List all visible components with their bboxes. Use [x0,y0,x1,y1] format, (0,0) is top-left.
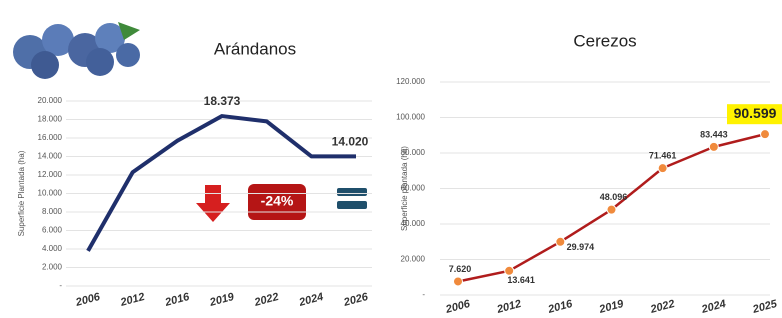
chart-title: Cerezos [573,31,636,50]
x-tick-label: 2022 [648,298,676,316]
y-tick-label: 2.000 [42,263,63,272]
value-label: 71.461 [649,151,677,161]
y-tick-label: 120.000 [396,77,425,86]
y-tick-label: - [59,281,62,290]
x-tick-label: 2006 [74,291,103,309]
page: -24% Arándanos Superficie Plantada (ha) - 2… [0,0,782,318]
x-tick-label: 2024 [699,298,727,316]
y-tick-label: 60.000 [401,184,426,193]
y-tick-label: 20.000 [38,96,63,105]
x-tick-label: 2012 [495,298,523,316]
x-tick-label: 2012 [118,291,146,309]
chart-title: Arándanos [214,39,296,58]
y-tick-label: 12.000 [38,170,63,179]
marker [709,142,718,151]
value-label: 7.620 [449,264,472,274]
x-tick-label: 2022 [252,291,280,309]
blueberry-image [13,22,140,79]
x-tick-label: 2026 [342,291,371,309]
marker [556,237,565,246]
down-arrow [196,185,230,222]
value-label: 48.096 [600,192,628,202]
y-tick-label: 8.000 [42,207,63,216]
x-tick-label: 2016 [163,291,192,309]
annotation: -24% [261,193,294,209]
y-tick-label: 80.000 [401,148,426,157]
marker [761,130,770,139]
y-tick-label: 10.000 [38,189,63,198]
value-label: 83.443 [700,129,728,139]
marker [454,277,463,286]
y-tick-label: - [422,290,425,299]
marker [658,164,667,173]
value-label: 14.020 [332,134,369,148]
y-tick-label: 4.000 [42,244,63,253]
value-label: 18.373 [204,94,241,108]
marker [607,205,616,214]
value-label: 13.641 [507,275,535,285]
value-label: 29.974 [567,242,595,252]
x-tick-label: 2019 [208,291,237,309]
x-tick-label: 2024 [297,291,325,309]
y-tick-label: 14.000 [38,152,63,161]
marker [505,266,514,275]
y-tick-label: 100.000 [396,113,425,122]
x-tick-label: 2019 [597,298,626,316]
x-tick-label: 2006 [444,298,473,316]
x-tick-label: 2016 [546,298,575,316]
value-label: 90.599 [734,105,777,121]
y-tick-label: 20.000 [401,255,426,264]
equals-sign [337,188,367,209]
y-tick-label: 6.000 [42,226,63,235]
x-tick-label: 2025 [751,298,780,316]
y-axis-label: Superficie Plantada (ha) [17,150,26,236]
y-tick-label: 40.000 [401,219,426,228]
y-tick-label: 18.000 [38,115,63,124]
y-tick-label: 16.000 [38,133,63,142]
